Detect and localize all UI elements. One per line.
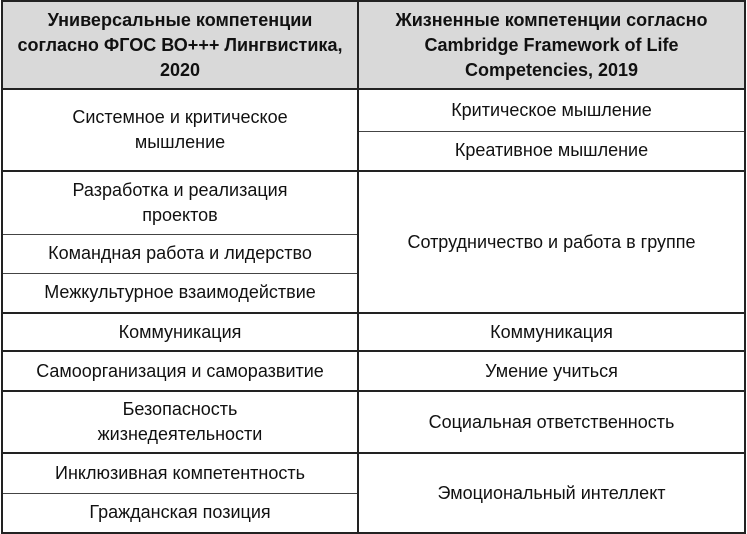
cell: Безопасность жизнедеятельности	[1, 391, 359, 454]
cell: Разработка и реализация проектов	[1, 171, 359, 235]
table-row: Инклюзивная компетентность Эмоциональный…	[1, 453, 746, 534]
cell: Командная работа и лидерство	[1, 234, 359, 274]
cell: Креативное мышление	[357, 131, 746, 172]
table-row: Разработка и реализация проектов Сотрудн…	[1, 171, 746, 314]
table-row: Креативное мышление	[2, 131, 746, 172]
cell: Эмоциональный интеллект	[357, 453, 746, 534]
cell: Системное и критическое мышление	[1, 89, 359, 172]
table-row: Межкультурное взаимодействие	[1, 273, 745, 314]
cell: Сотрудничество и работа в группе	[357, 171, 746, 314]
header-right: Жизненные компетенции согласно Cambridge…	[357, 0, 746, 90]
header-left: Универсальные компетенции согласно ФГОС …	[1, 0, 359, 90]
table-row: Системное и критическое мышление Критиче…	[1, 89, 746, 172]
table-row: Безопасность жизнедеятельности Социальна…	[1, 391, 746, 454]
header-row: Универсальные компетенции согласно ФГОС …	[1, 0, 746, 90]
cell: Инклюзивная компетентность	[1, 453, 359, 494]
cell: Коммуникация	[1, 313, 359, 352]
cell: Самоорганизация и саморазвитие	[1, 351, 359, 392]
cell: Межкультурное взаимодействие	[1, 273, 359, 314]
table-row: Коммуникация Коммуникация	[1, 313, 746, 352]
table-row: Командная работа и лидерство	[1, 234, 745, 274]
cell: Гражданская позиция	[1, 493, 359, 534]
cell: Критическое мышление	[357, 89, 746, 132]
cell: Умение учиться	[357, 351, 746, 392]
cell: Социальная ответственность	[357, 391, 746, 454]
table-row: Гражданская позиция	[1, 493, 745, 534]
cell: Коммуникация	[357, 313, 746, 352]
table-row: Самоорганизация и саморазвитие Умение уч…	[1, 351, 746, 392]
